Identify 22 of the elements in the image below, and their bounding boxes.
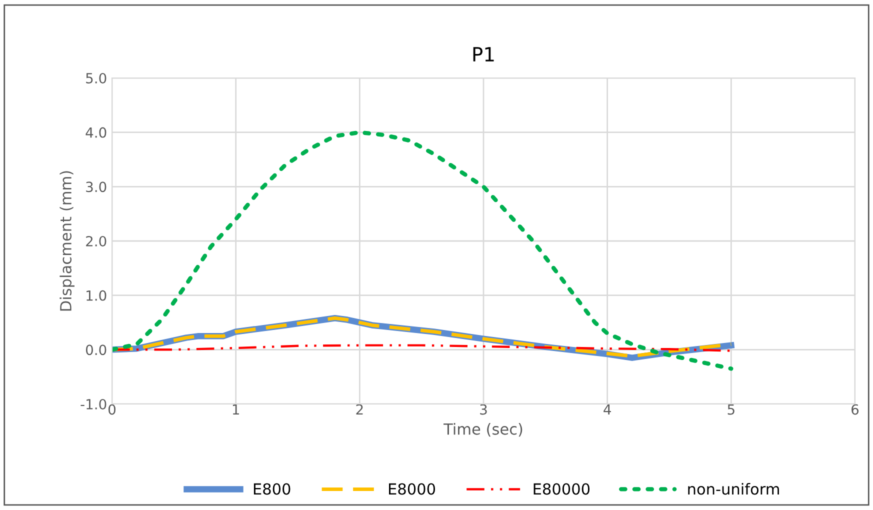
x-tick-label: 3 [480, 404, 487, 415]
y-tick-label: 0.0 [86, 344, 106, 356]
y-tick-label: 2.0 [86, 236, 106, 246]
legend-label: E80000 [534, 483, 590, 495]
x-tick-label: 5 [728, 404, 734, 415]
legend-label: E8000 [389, 483, 436, 495]
chart-title: P1 [473, 47, 494, 62]
line-series [112, 130, 734, 371]
y-tick-label: 5.0 [86, 72, 106, 84]
y-tick-label: 4.0 [86, 127, 106, 138]
x-tick-label: 1 [232, 404, 239, 415]
y-tick-label: 3.0 [86, 182, 106, 192]
x-tick-label: 4 [604, 404, 611, 415]
x-tick-label: 6 [852, 404, 859, 415]
y-tick-label: 1.0 [86, 290, 106, 301]
x-axis-title: Time (sec) [443, 422, 522, 437]
x-tick-label: 0 [108, 404, 116, 415]
legend-label: non-uniform [688, 482, 779, 495]
y-axis-title: Displacment (mm) [60, 171, 74, 311]
y-tick-label: -1.0 [80, 398, 106, 410]
x-tick-label: 2 [356, 404, 363, 415]
legend-label: E800 [254, 483, 290, 495]
